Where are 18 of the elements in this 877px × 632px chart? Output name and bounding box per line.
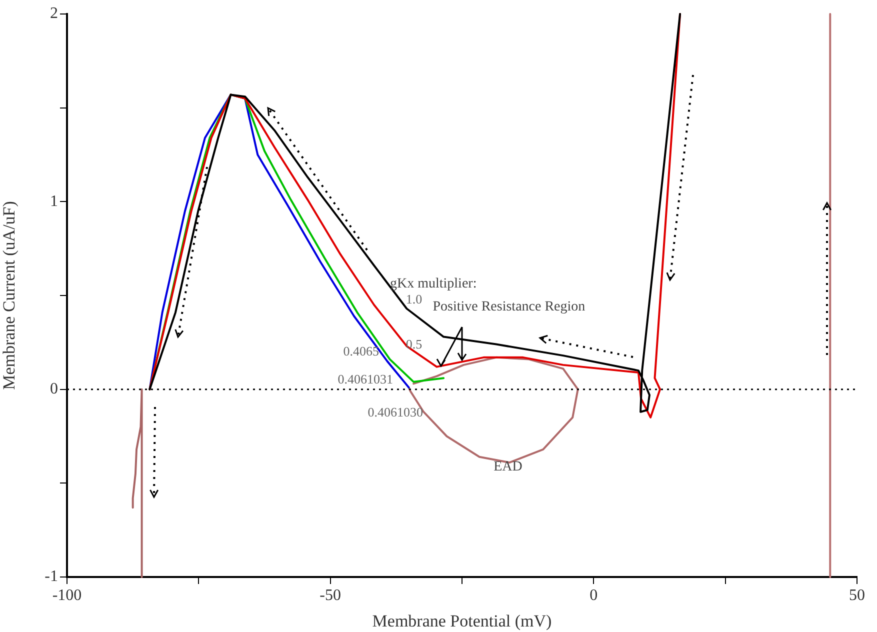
series-label: 0.4065 (343, 343, 379, 358)
y-tick-label: 2 (50, 5, 58, 22)
series-label: 0.4061031 (338, 371, 393, 386)
annotation: Positive Resistance Region (432, 299, 586, 314)
annotation: gKx multiplier: (390, 276, 477, 292)
x-tick-label: -100 (52, 586, 82, 604)
x-tick-label: -50 (320, 586, 341, 604)
annotation: EAD (494, 460, 522, 475)
series-label: 0.5 (406, 336, 422, 352)
x-tick-label: 0 (590, 586, 598, 604)
series-label: 1.0 (406, 291, 422, 306)
y-axis-title: Membrane Current (uA/uF) (0, 201, 19, 390)
y-tick-label: 0 (50, 380, 58, 398)
x-tick-label: 50 (849, 586, 865, 604)
series-label: 0.4061030 (368, 404, 423, 420)
y-tick-label: -1 (44, 568, 58, 586)
x-axis-title: Membrane Potential (mV) (372, 611, 552, 630)
y-tick-label: 1 (50, 192, 58, 210)
